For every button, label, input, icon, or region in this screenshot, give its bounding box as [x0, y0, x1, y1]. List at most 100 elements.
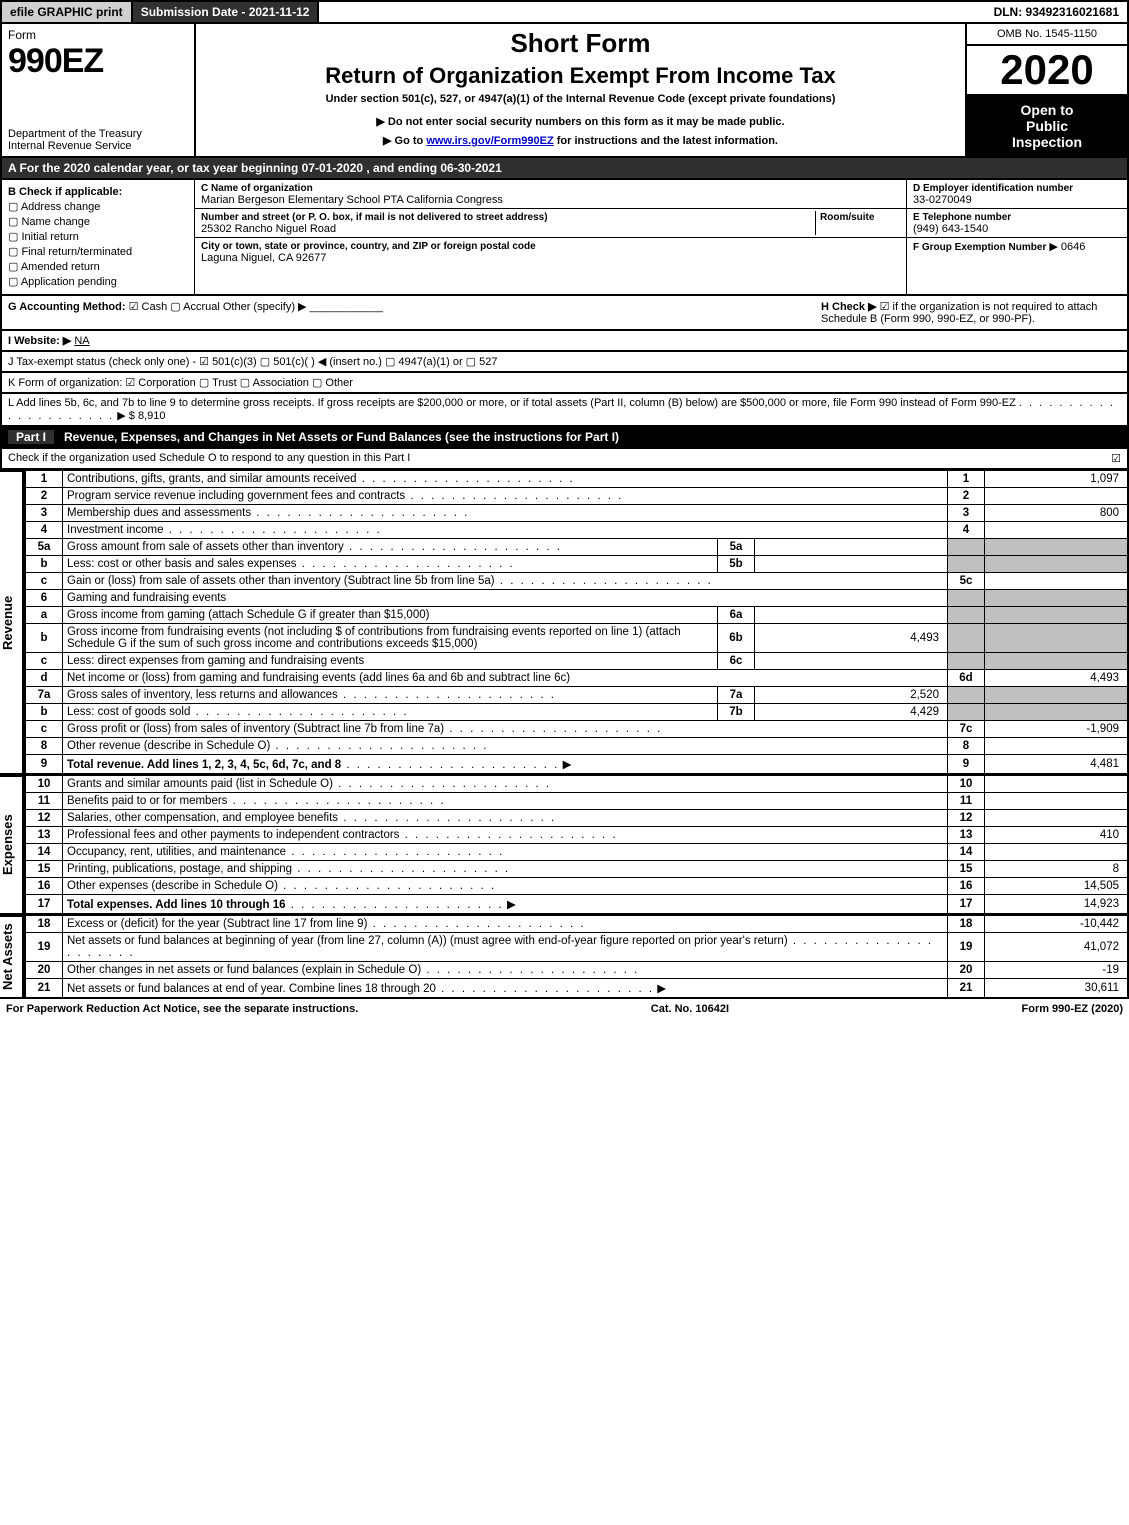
line-21: 21Net assets or fund balances at end of … — [25, 979, 1128, 999]
line-7b: bLess: cost of goods sold7b4,429 — [25, 704, 1128, 721]
check-initial-return[interactable]: Initial return — [8, 230, 188, 243]
line-4: 4Investment income4 — [25, 522, 1128, 539]
header-right: OMB No. 1545-1150 2020 Open to Public In… — [967, 24, 1127, 156]
line-5a: 5aGross amount from sale of assets other… — [25, 539, 1128, 556]
org-name-label: C Name of organization — [201, 183, 313, 194]
schedule-b-check[interactable] — [880, 301, 893, 313]
gross-receipts-value: ▶ $ 8,910 — [117, 410, 165, 422]
check-application-pending[interactable]: Application pending — [8, 275, 188, 288]
irs-link[interactable]: www.irs.gov/Form990EZ — [426, 135, 553, 147]
website-value: NA — [74, 335, 89, 347]
box-b-title: B Check if applicable: — [8, 186, 188, 198]
netassets-label: Net Assets — [0, 915, 24, 999]
phone-label: E Telephone number — [913, 212, 1011, 223]
phone-value: (949) 643-1540 — [913, 223, 988, 235]
line-5b: bLess: cost or other basis and sales exp… — [25, 556, 1128, 573]
box-l: L Add lines 5b, 6c, and 7b to line 9 to … — [0, 394, 1129, 427]
revenue-label: Revenue — [0, 470, 24, 775]
header-left: Form 990EZ Department of the Treasury In… — [2, 24, 196, 156]
box-c: C Name of organization Marian Bergeson E… — [195, 180, 907, 294]
box-i: I Website: ▶ NA — [0, 331, 1129, 352]
page-footer: For Paperwork Reduction Act Notice, see … — [0, 999, 1129, 1019]
accounting-accrual[interactable]: Accrual — [170, 301, 220, 313]
box-g: G Accounting Method: Cash Accrual Other … — [8, 300, 821, 325]
footer-paperwork: For Paperwork Reduction Act Notice, see … — [6, 1003, 358, 1015]
accounting-other[interactable]: Other (specify) ▶ — [223, 301, 307, 313]
department-label: Department of the Treasury Internal Reve… — [8, 128, 188, 152]
box-b: B Check if applicable: Address change Na… — [2, 180, 195, 294]
expenses-section: Expenses 10Grants and similar amounts pa… — [0, 775, 1129, 915]
line-6: 6Gaming and fundraising events — [25, 590, 1128, 607]
city-value: Laguna Niguel, CA 92677 — [201, 252, 326, 264]
short-form-title: Short Form — [202, 28, 959, 59]
line-6b: bGross income from fundraising events (n… — [25, 624, 1128, 653]
line-15: 15Printing, publications, postage, and s… — [25, 861, 1128, 878]
inspection-badge: Open to Public Inspection — [967, 96, 1127, 156]
line-5c: cGain or (loss) from sale of assets othe… — [25, 573, 1128, 590]
accounting-cash[interactable]: Cash — [129, 301, 168, 313]
footer-catno: Cat. No. 10642I — [651, 1003, 729, 1015]
line-19: 19Net assets or fund balances at beginni… — [25, 933, 1128, 962]
line-7c: cGross profit or (loss) from sales of in… — [25, 721, 1128, 738]
line-18: 18Excess or (deficit) for the year (Subt… — [25, 916, 1128, 933]
form-header: Form 990EZ Department of the Treasury In… — [0, 22, 1129, 158]
return-title: Return of Organization Exempt From Incom… — [202, 63, 959, 89]
line-20: 20Other changes in net assets or fund ba… — [25, 962, 1128, 979]
netassets-table: 18Excess or (deficit) for the year (Subt… — [24, 915, 1129, 999]
revenue-section: Revenue 1Contributions, gifts, grants, a… — [0, 470, 1129, 775]
goto-instructions: ▶ Go to www.irs.gov/Form990EZ for instru… — [202, 134, 959, 147]
top-bar: efile GRAPHIC print Submission Date - 20… — [0, 0, 1129, 22]
city-label: City or town, state or province, country… — [201, 241, 536, 252]
line-16: 16Other expenses (describe in Schedule O… — [25, 878, 1128, 895]
footer-formid: Form 990-EZ (2020) — [1022, 1003, 1123, 1015]
box-k: K Form of organization: ☑ Corporation ▢ … — [0, 373, 1129, 394]
check-address-change[interactable]: Address change — [8, 200, 188, 213]
line-6a: aGross income from gaming (attach Schedu… — [25, 607, 1128, 624]
line-13: 13Professional fees and other payments t… — [25, 827, 1128, 844]
dln-label: DLN: 93492316021681 — [986, 2, 1127, 22]
form-number: 990EZ — [8, 42, 103, 80]
address-value: 25302 Rancho Niguel Road — [201, 223, 336, 235]
ein-value: 33-0270049 — [913, 194, 972, 206]
form-label: Form — [8, 28, 36, 42]
line-9: 9Total revenue. Add lines 1, 2, 3, 4, 5c… — [25, 755, 1128, 775]
check-name-change[interactable]: Name change — [8, 215, 188, 228]
netassets-section: Net Assets 18Excess or (deficit) for the… — [0, 915, 1129, 999]
part1-label: Part I — [8, 430, 54, 444]
dept-irs: Internal Revenue Service — [8, 140, 132, 152]
header-mid: Short Form Return of Organization Exempt… — [196, 24, 967, 156]
room-label: Room/suite — [820, 212, 874, 223]
line-12: 12Salaries, other compensation, and empl… — [25, 810, 1128, 827]
line-2: 2Program service revenue including gover… — [25, 488, 1128, 505]
line-17: 17Total expenses. Add lines 10 through 1… — [25, 895, 1128, 915]
schedule-o-check[interactable] — [1111, 452, 1121, 465]
line-3: 3Membership dues and assessments3800 — [25, 505, 1128, 522]
expenses-label: Expenses — [0, 775, 24, 915]
line-8: 8Other revenue (describe in Schedule O)8 — [25, 738, 1128, 755]
check-final-return[interactable]: Final return/terminated — [8, 245, 188, 258]
part1-check-row: Check if the organization used Schedule … — [0, 449, 1129, 470]
box-j: J Tax-exempt status (check only one) - ☑… — [0, 352, 1129, 373]
tax-year: 2020 — [967, 46, 1127, 96]
omb-number: OMB No. 1545-1150 — [967, 24, 1127, 46]
box-h: H Check ▶ if the organization is not req… — [821, 300, 1121, 325]
efile-print-button[interactable]: efile GRAPHIC print — [2, 2, 133, 22]
under-section: Under section 501(c), 527, or 4947(a)(1)… — [202, 93, 959, 105]
line-6c: cLess: direct expenses from gaming and f… — [25, 653, 1128, 670]
check-amended-return[interactable]: Amended return — [8, 260, 188, 273]
org-info-block: B Check if applicable: Address change Na… — [0, 180, 1129, 296]
ein-label: D Employer identification number — [913, 183, 1073, 194]
part1-header: Part I Revenue, Expenses, and Changes in… — [0, 427, 1129, 449]
line-1: 1Contributions, gifts, grants, and simil… — [25, 471, 1128, 488]
address-label: Number and street (or P. O. box, if mail… — [201, 212, 548, 223]
part1-title: Revenue, Expenses, and Changes in Net As… — [64, 430, 1121, 444]
line-10: 10Grants and similar amounts paid (list … — [25, 776, 1128, 793]
tax-period: A For the 2020 calendar year, or tax yea… — [0, 158, 1129, 180]
group-exemption-label: F Group Exemption Number — [913, 242, 1046, 253]
line-6d: dNet income or (loss) from gaming and fu… — [25, 670, 1128, 687]
gh-row: G Accounting Method: Cash Accrual Other … — [0, 296, 1129, 331]
box-def: D Employer identification number 33-0270… — [907, 180, 1127, 294]
line-7a: 7aGross sales of inventory, less returns… — [25, 687, 1128, 704]
submission-date-button[interactable]: Submission Date - 2021-11-12 — [133, 2, 320, 22]
dept-treasury: Department of the Treasury — [8, 128, 142, 140]
